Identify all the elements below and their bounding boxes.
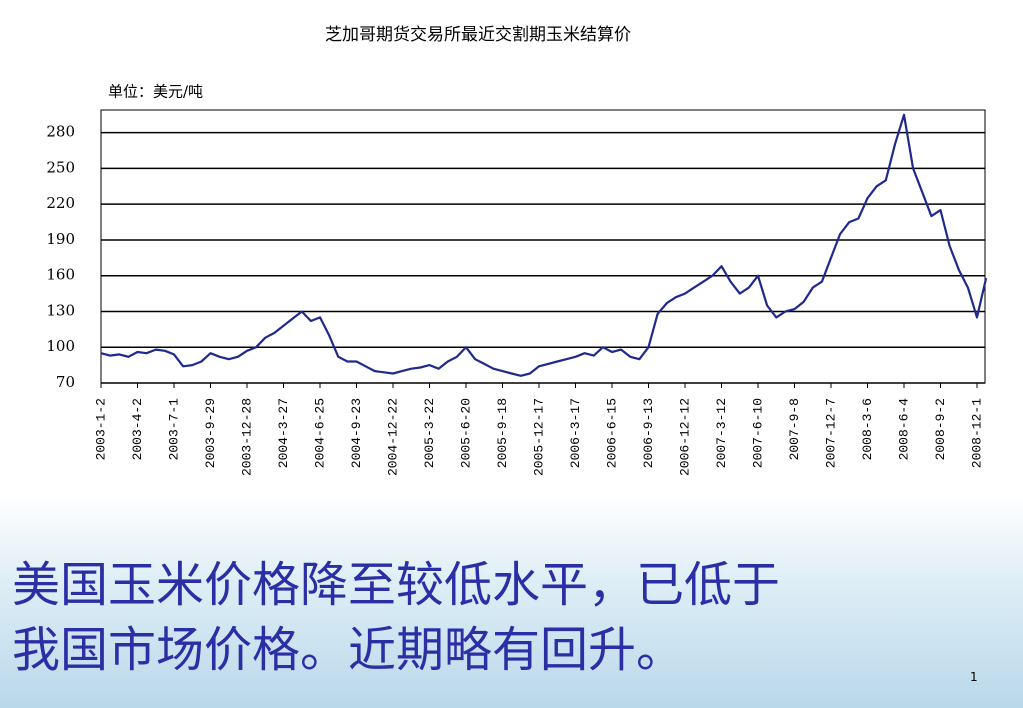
chart: 芝加哥期货交易所最近交割期玉米结算价 单位：美元/吨 70 100 130 160 19… [46,25,988,476]
x-tick-label: 2006-12-12 [677,398,692,476]
y-tick-label: 220 [46,194,75,212]
y-tick-label: 190 [46,230,75,248]
x-tick-label: 2005-6-20 [458,398,473,468]
x-tick-label: 2003-7-1 [166,398,181,461]
x-tick-label: 2005-9-18 [495,398,510,468]
x-tick-label: 2004-9-23 [349,398,364,468]
chart-title: 芝加哥期货交易所最近交割期玉米结算价 [325,25,631,45]
x-tick-label: 2008-12-1 [969,398,984,468]
price-line [100,113,988,377]
x-tick-label: 2006-3-17 [568,398,583,468]
x-tick-label: 2006-9-13 [641,398,656,468]
x-tick-label: 2008-9-2 [933,398,948,460]
caption-line: 我国市场价格。近期略有回升。 [12,622,685,678]
x-tick-label: 2004-12-22 [385,398,400,476]
page-number: 1 [970,670,978,684]
x-tick-label: 2003-4-2 [130,398,145,460]
y-tick-label: 100 [46,337,75,355]
plot-area [100,109,986,384]
x-tick-label: 2007-12-7 [823,398,838,468]
x-tick-label: 2003-1-2 [93,398,108,460]
x-tick-label: 2008-6-4 [896,398,911,461]
caption-line: 美国玉米价格降至较低水平，已低于 [12,557,781,613]
x-tick-label: 2003-12-28 [239,398,254,476]
y-tick-label: 130 [46,301,75,319]
y-tick-label: 250 [46,158,75,176]
x-tick-label: 2004-6-25 [312,398,327,468]
y-tick-label: 70 [56,373,75,391]
y-tick-label: 160 [46,266,75,284]
x-tick-label: 2003-9-29 [203,398,218,468]
x-tick-label: 2008-3-6 [860,398,875,460]
x-tick-label: 2006-6-15 [604,398,619,468]
x-tick-label: 2007-9-8 [787,398,802,460]
y-tick-label: 280 [46,123,75,141]
x-tick-label: 2005-12-17 [531,398,546,476]
x-tick-label: 2007-3-12 [714,398,729,468]
x-tick-label: 2007-6-10 [750,398,765,468]
unit-label: 单位：美元/吨 [108,83,203,101]
x-tick-label: 2005-3-22 [422,398,437,468]
x-tick-label: 2004-3-27 [276,398,291,468]
